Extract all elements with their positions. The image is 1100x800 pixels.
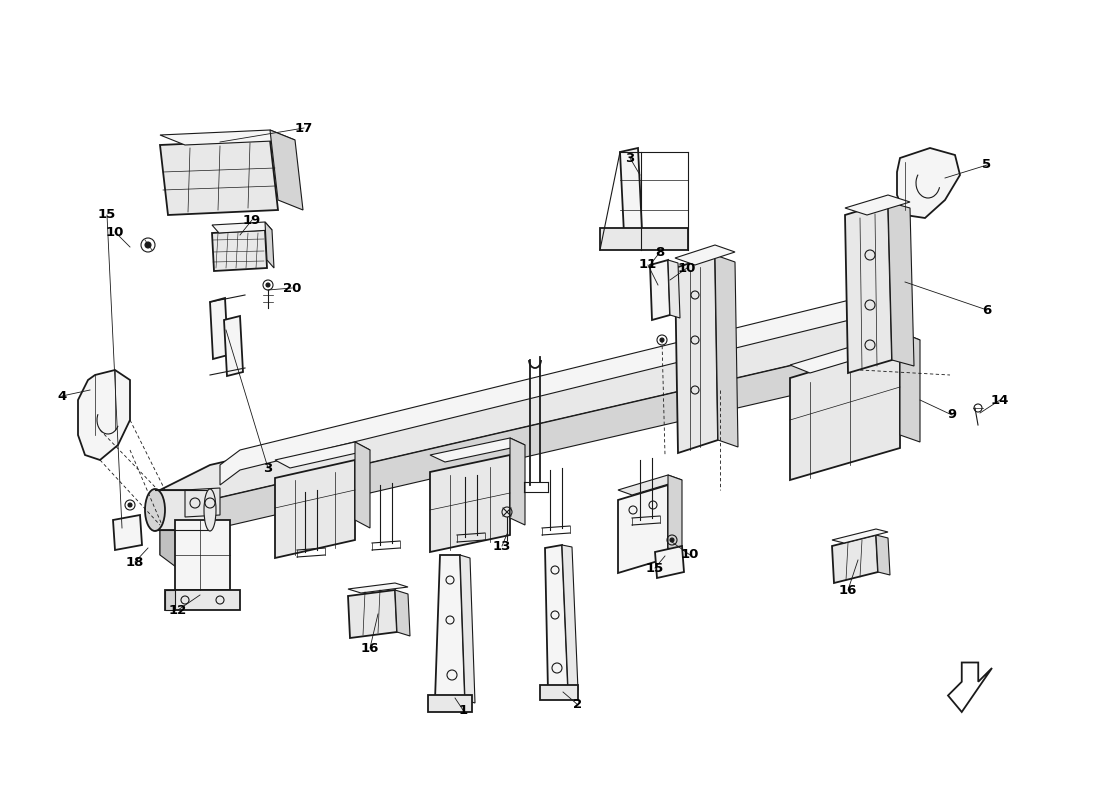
Polygon shape	[510, 438, 525, 525]
Text: 15: 15	[646, 562, 664, 574]
Polygon shape	[160, 345, 880, 555]
Polygon shape	[896, 148, 960, 218]
Polygon shape	[460, 555, 475, 703]
Polygon shape	[224, 316, 243, 376]
Polygon shape	[668, 475, 682, 553]
Polygon shape	[675, 245, 735, 265]
Polygon shape	[430, 438, 525, 462]
Polygon shape	[845, 202, 892, 373]
Polygon shape	[668, 260, 680, 318]
Polygon shape	[165, 590, 175, 610]
Polygon shape	[790, 345, 900, 480]
Polygon shape	[715, 255, 738, 447]
Polygon shape	[220, 295, 870, 485]
Polygon shape	[348, 583, 408, 593]
Polygon shape	[618, 475, 682, 495]
Polygon shape	[832, 529, 888, 543]
Circle shape	[128, 503, 132, 507]
Polygon shape	[185, 488, 220, 517]
Circle shape	[145, 242, 151, 248]
Polygon shape	[395, 590, 410, 636]
Text: 18: 18	[125, 555, 144, 569]
Polygon shape	[270, 130, 302, 210]
Text: 1: 1	[459, 703, 468, 717]
Polygon shape	[430, 455, 510, 552]
Polygon shape	[165, 590, 240, 610]
Polygon shape	[275, 460, 355, 558]
Polygon shape	[600, 228, 688, 250]
Ellipse shape	[204, 489, 216, 531]
Polygon shape	[160, 140, 278, 215]
Polygon shape	[155, 490, 210, 530]
Polygon shape	[210, 298, 228, 359]
Text: 11: 11	[639, 258, 657, 271]
Text: 3: 3	[626, 151, 635, 165]
Polygon shape	[888, 202, 914, 366]
Text: 15: 15	[98, 209, 117, 222]
Text: 10: 10	[678, 262, 696, 274]
Polygon shape	[160, 490, 180, 570]
Polygon shape	[650, 260, 670, 320]
Text: 16: 16	[361, 642, 379, 654]
Text: 6: 6	[982, 303, 991, 317]
Polygon shape	[428, 695, 472, 712]
Text: 9: 9	[947, 409, 957, 422]
Text: 5: 5	[982, 158, 991, 171]
Polygon shape	[900, 332, 920, 442]
Polygon shape	[212, 230, 267, 271]
Text: 14: 14	[991, 394, 1009, 406]
Text: 17: 17	[295, 122, 313, 134]
Polygon shape	[654, 546, 684, 578]
Text: 12: 12	[169, 603, 187, 617]
Text: 13: 13	[493, 539, 512, 553]
Polygon shape	[434, 555, 465, 700]
Polygon shape	[845, 195, 910, 215]
Text: 10: 10	[106, 226, 124, 238]
Polygon shape	[540, 685, 578, 700]
Text: 16: 16	[839, 583, 857, 597]
Polygon shape	[675, 255, 718, 453]
Text: 20: 20	[283, 282, 301, 294]
Polygon shape	[160, 130, 295, 145]
Polygon shape	[275, 442, 370, 468]
Polygon shape	[618, 485, 668, 573]
Polygon shape	[348, 590, 397, 638]
Polygon shape	[78, 370, 130, 460]
Polygon shape	[265, 222, 274, 268]
Ellipse shape	[145, 489, 165, 531]
Polygon shape	[562, 545, 578, 690]
Polygon shape	[948, 662, 992, 712]
Circle shape	[660, 338, 664, 342]
Text: 2: 2	[573, 698, 583, 711]
Polygon shape	[876, 535, 890, 575]
Polygon shape	[790, 332, 920, 373]
Text: 19: 19	[243, 214, 261, 226]
Circle shape	[266, 283, 270, 287]
Polygon shape	[832, 535, 878, 583]
Polygon shape	[212, 222, 272, 233]
Circle shape	[670, 538, 674, 542]
Polygon shape	[620, 148, 642, 234]
Text: 3: 3	[263, 462, 273, 474]
Polygon shape	[160, 310, 880, 525]
Text: 10: 10	[681, 549, 700, 562]
Polygon shape	[355, 442, 370, 528]
Text: 4: 4	[57, 390, 67, 402]
Text: 8: 8	[656, 246, 664, 258]
Polygon shape	[544, 545, 568, 692]
Polygon shape	[175, 520, 230, 590]
Polygon shape	[113, 515, 142, 550]
